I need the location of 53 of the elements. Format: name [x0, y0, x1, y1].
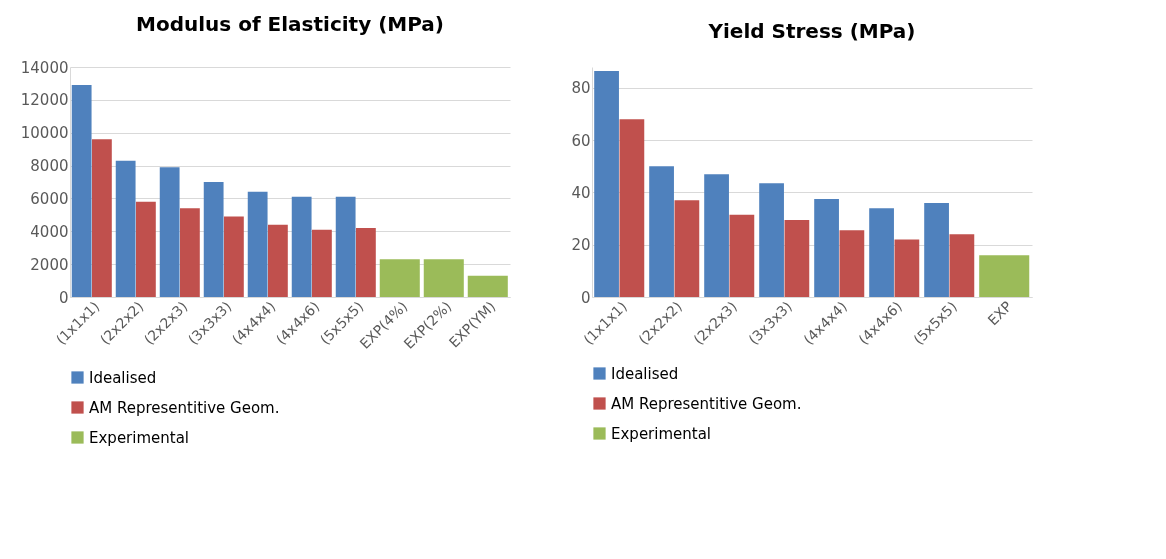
y-tick-label: 20 [571, 236, 591, 255]
bar [180, 208, 200, 297]
y-tick-label: 40 [571, 183, 591, 202]
bar [784, 219, 810, 297]
legend-label: Idealised [89, 368, 157, 387]
bar [115, 160, 136, 297]
bar [247, 191, 268, 297]
bar [335, 196, 356, 297]
legend-label: AM Representitive Geom. [89, 398, 280, 417]
bar [312, 229, 332, 297]
y-tick-label: 12000 [20, 91, 69, 110]
y-tick-label: 0 [580, 288, 591, 307]
bar [759, 183, 784, 297]
y-tick-label: 0 [58, 288, 69, 307]
y-tick-label: 2000 [30, 255, 69, 274]
bar [594, 70, 619, 297]
bar [924, 202, 949, 297]
y-tick-label: 14000 [20, 58, 69, 77]
legend-label: Idealised [611, 364, 679, 383]
bar [92, 139, 112, 297]
bar [839, 230, 865, 297]
bar [203, 182, 224, 297]
chart-title: Modulus of Elasticity (MPa) [136, 12, 444, 36]
bar [729, 214, 755, 297]
bar [423, 259, 464, 297]
bar [356, 228, 376, 297]
legend-label: Experimental [611, 424, 712, 443]
bar [467, 275, 508, 297]
y-tick-label: 80 [571, 79, 591, 98]
bar [379, 259, 420, 297]
legend-label: Experimental [89, 428, 190, 447]
bar [979, 255, 1030, 297]
y-tick-label: 8000 [30, 157, 69, 176]
bar [674, 200, 700, 297]
bar [814, 198, 839, 297]
bar [649, 166, 674, 297]
bar [159, 167, 180, 297]
bar [869, 208, 894, 297]
bar [136, 201, 156, 297]
bar [291, 196, 312, 297]
bar [224, 216, 244, 297]
bar [704, 174, 729, 297]
legend-label: AM Representitive Geom. [611, 394, 802, 413]
y-tick-label: 10000 [20, 124, 69, 143]
y-tick-label: 4000 [30, 222, 69, 241]
chart-title: Yield Stress (MPa) [707, 19, 916, 43]
y-tick-label: 60 [571, 131, 591, 150]
y-tick-label: 6000 [30, 189, 69, 208]
bar [949, 234, 975, 297]
bar [619, 119, 645, 297]
bar [71, 85, 92, 297]
bar [268, 224, 288, 297]
bar [894, 239, 920, 297]
